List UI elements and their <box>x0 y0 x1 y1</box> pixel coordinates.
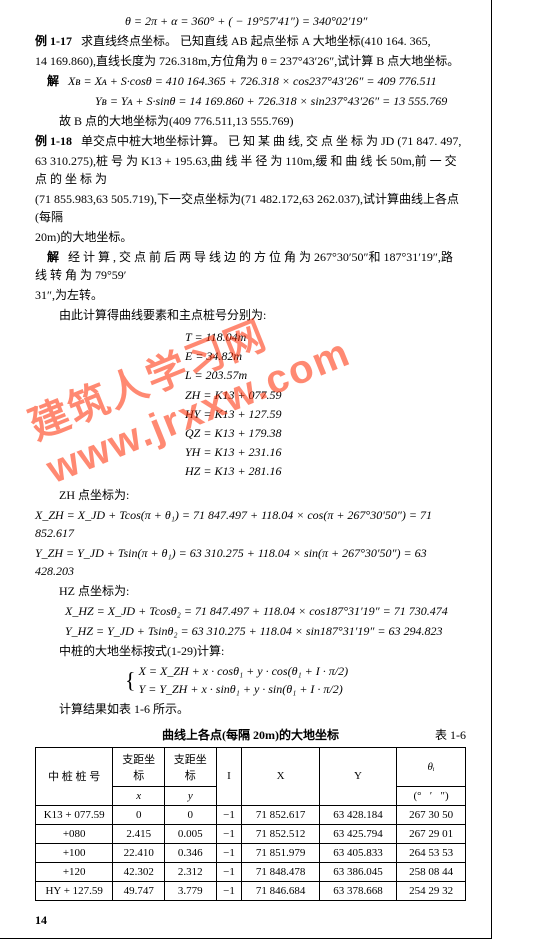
ex117-sol1: Xʙ = Xᴀ + S·cosθ = 410 164.365 + 726.318… <box>68 74 437 88</box>
table-cell: 71 851.979 <box>242 843 319 862</box>
table-cell: 267 30 50 <box>397 805 466 824</box>
ex118-note: 由此计算得曲线要素和主点桩号分别为: <box>35 306 466 324</box>
table-cell: 22.410 <box>113 843 165 862</box>
th-x2: x <box>113 786 165 805</box>
table-cell: 267 29 01 <box>397 824 466 843</box>
th-yh: 支距坐标 <box>164 747 216 786</box>
ex118-label: 例 1-18 <box>35 134 72 148</box>
table-cell: 2.312 <box>164 862 216 881</box>
table-cell: 2.415 <box>113 824 165 843</box>
ex118-title: 单交点中桩大地坐标计算。 <box>81 134 225 148</box>
table-cell: +100 <box>36 843 113 862</box>
brace1: X = X_ZH + x · cosθ₁ + y · cos(θ₁ + I · … <box>139 662 349 680</box>
table-cell: 63 425.794 <box>319 824 396 843</box>
table-cell: 63 428.184 <box>319 805 396 824</box>
xhz-eq: X_HZ = X_JD + Tcosθ₂ = 71 847.497 + 118.… <box>65 602 466 620</box>
table-cell: 264 53 53 <box>397 843 466 862</box>
table-row: +0802.4150.005−171 852.51263 425.794267 … <box>36 824 466 843</box>
eq-zh: ZH = K13 + 077.59 <box>185 386 466 405</box>
table-cell: 49.747 <box>113 881 165 900</box>
data-table: 中 桩 桩 号 支距坐标 支距坐标 I X Y θᵢ x y (° ′ ″) K… <box>35 747 466 901</box>
th-xh: 支距坐标 <box>113 747 165 786</box>
ex117-ans: 故 B 点的大地坐标为(409 776.511,13 555.769) <box>35 112 466 130</box>
ex117-sol-label: 解 <box>47 74 59 88</box>
eq-theta: θ = 2π + α = 360° + ( − 19°57′41″) = 340… <box>125 12 466 30</box>
th-i: I <box>216 747 242 805</box>
th-y2: y <box>164 786 216 805</box>
brace-icon: { <box>125 667 136 692</box>
eq-t: T = 118.04m <box>185 328 466 347</box>
table-caption: 表 1-6 <box>435 726 466 743</box>
table-cell: −1 <box>216 843 242 862</box>
hz-label: HZ 点坐标为: <box>35 582 466 600</box>
ex117-sol2: Yʙ = Yᴀ + S·sinθ = 14 169.860 + 726.318 … <box>95 92 466 110</box>
ex117-title: 求直线终点坐标。 <box>81 34 177 48</box>
ex117-text2: 14 169.860),直线长度为 726.318m,方位角为 θ = 237°… <box>35 52 466 70</box>
table-cell: 254 29 32 <box>397 881 466 900</box>
table-cell: 71 848.478 <box>242 862 319 881</box>
table-cell: 0.346 <box>164 843 216 862</box>
eq-l: L = 203.57m <box>185 366 466 385</box>
table-cell: 71 852.512 <box>242 824 319 843</box>
page-number: 14 <box>35 913 466 928</box>
ex118-sol-text2: 31″,为左转。 <box>35 286 466 304</box>
table-cell: 0.005 <box>164 824 216 843</box>
eq-hz: HZ = K13 + 281.16 <box>185 462 466 481</box>
table-cell: 63 386.045 <box>319 862 396 881</box>
table-cell: K13 + 077.59 <box>36 805 113 824</box>
table-cell: −1 <box>216 862 242 881</box>
table-row: +12042.3022.312−171 848.47863 386.045258… <box>36 862 466 881</box>
table-cell: −1 <box>216 881 242 900</box>
table-cell: 0 <box>113 805 165 824</box>
table-cell: −1 <box>216 824 242 843</box>
ex118-text3: (71 855.983,63 505.719),下一交点坐标为(71 482.1… <box>35 190 466 226</box>
table-cell: HY + 127.59 <box>36 881 113 900</box>
ex118-text2: 63 310.275),桩 号 为 K13 + 195.63,曲 线 半 径 为… <box>35 152 466 188</box>
brace2: Y = Y_ZH + x · sinθ₁ + y · sin(θ₁ + I · … <box>139 680 349 698</box>
table-row: K13 + 077.5900−171 852.61763 428.184267 … <box>36 805 466 824</box>
eq-hy: HY = K13 + 127.59 <box>185 405 466 424</box>
zh-label: ZH 点坐标为: <box>35 486 466 504</box>
midpile-text: 中桩的大地坐标按式(1-29)计算: <box>35 642 466 660</box>
ex118-sol-label: 解 <box>47 250 59 264</box>
th-theta2: (° ′ ″) <box>397 786 466 805</box>
table-title: 曲线上各点(每隔 20m)的大地坐标 <box>162 728 339 742</box>
table-cell: 71 846.684 <box>242 881 319 900</box>
th-ycap: Y <box>319 747 396 805</box>
table-cell: 63 378.668 <box>319 881 396 900</box>
ex118-sol-text: 经 计 算 , 交 点 前 后 两 导 线 边 的 方 位 角 为 267°30… <box>35 250 453 282</box>
xzh-eq: X_ZH = X_JD + Tcos(π + θ₁) = 71 847.497 … <box>35 506 466 542</box>
table-cell: 0 <box>164 805 216 824</box>
table-cell: 71 852.617 <box>242 805 319 824</box>
ex118-text1: 已 知 某 曲 线, 交 点 坐 标 为 JD (71 847. 497, <box>228 134 461 148</box>
table-cell: 3.779 <box>164 881 216 900</box>
table-cell: +120 <box>36 862 113 881</box>
table-cell: −1 <box>216 805 242 824</box>
eq-qz: QZ = K13 + 179.38 <box>185 424 466 443</box>
yhz-eq: Y_HZ = Y_JD + Tsinθ₂ = 63 310.275 + 118.… <box>65 622 466 640</box>
th-theta1: θᵢ <box>397 747 466 786</box>
th-xcap: X <box>242 747 319 805</box>
ex117-label: 例 1-17 <box>35 34 72 48</box>
table-cell: 42.302 <box>113 862 165 881</box>
yzh-eq: Y_ZH = Y_JD + Tsin(π + θ₁) = 63 310.275 … <box>35 544 466 580</box>
table-cell: 63 405.833 <box>319 843 396 862</box>
table-row: +10022.4100.346−171 851.97963 405.833264… <box>36 843 466 862</box>
table-cell: +080 <box>36 824 113 843</box>
result-note: 计算结果如表 1-6 所示。 <box>35 700 466 718</box>
eq-e: E = 34.82m <box>185 347 466 366</box>
ex118-text4: 20m)的大地坐标。 <box>35 228 466 246</box>
table-row: HY + 127.5949.7473.779−171 846.68463 378… <box>36 881 466 900</box>
eq-yh: YH = K13 + 231.16 <box>185 443 466 462</box>
th-pile: 中 桩 桩 号 <box>36 747 113 805</box>
table-cell: 258 08 44 <box>397 862 466 881</box>
ex117-text1: 已知直线 AB 起点坐标 A 大地坐标(410 164. 365, <box>180 34 431 48</box>
